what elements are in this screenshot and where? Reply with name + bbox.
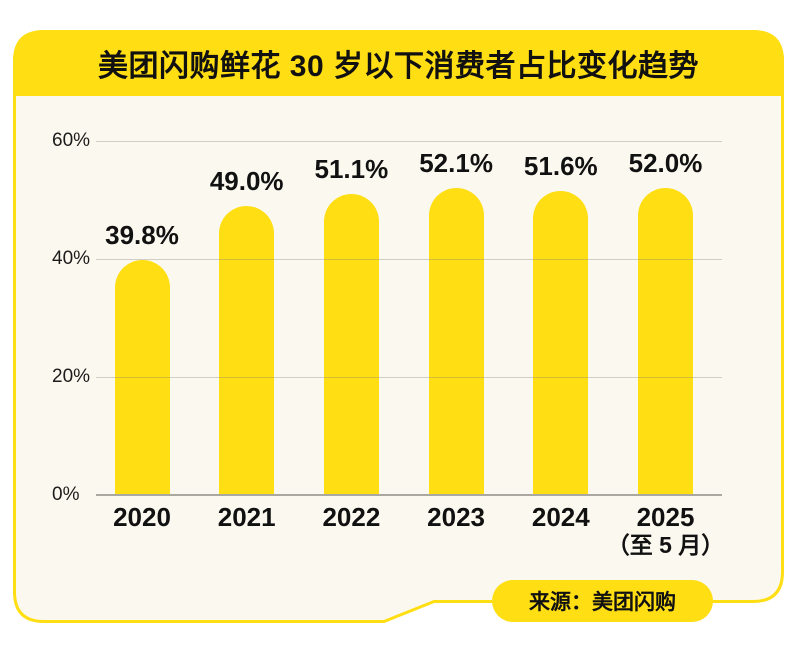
x-axis-label: 2023 [427, 502, 486, 532]
gridline-60% [96, 141, 722, 142]
y-axis-tick: 40% [52, 248, 91, 269]
bar-2021 [219, 205, 275, 495]
chart-title: 美团闪购鲜花 30 岁以下消费者占比变化趋势 [97, 50, 700, 83]
bar-2025 [638, 188, 693, 495]
bar-value-label: 51.6% [523, 150, 598, 181]
x-axis-label: 2022 [322, 502, 381, 532]
bar-value-label: 49.0% [209, 165, 284, 196]
y-axis-tick: 0% [52, 484, 80, 505]
x-axis-label: 2024 [531, 502, 590, 532]
y-axis-tick: 60% [52, 130, 91, 151]
gridline-40% [96, 259, 722, 260]
x-axis-sublabel: （至 5 月） [606, 532, 725, 558]
bar-value-label: 39.8% [105, 220, 179, 251]
x-axis-label: 2025 [636, 502, 695, 532]
y-axis-tick: 20% [52, 366, 91, 387]
gridline-20% [96, 377, 722, 378]
chart-header: 美团闪购鲜花 30 岁以下消费者占比变化趋势 [13, 30, 784, 96]
source-label: 来源：美团闪购 [529, 591, 676, 614]
bar-value-label: 52.1% [419, 147, 493, 178]
bar-value-label: 52.0% [628, 148, 703, 179]
x-axis-label: 2020 [113, 502, 171, 532]
bar-value-label: 51.1% [314, 153, 389, 184]
bar-2023 [428, 187, 484, 495]
gridline-0% [96, 494, 722, 496]
bar-2024 [533, 190, 589, 495]
source-badge: 来源：美团闪购 [492, 580, 713, 622]
x-axis-label: 2021 [217, 502, 276, 532]
bar-2022 [323, 193, 379, 495]
bar-2020 [114, 260, 170, 495]
